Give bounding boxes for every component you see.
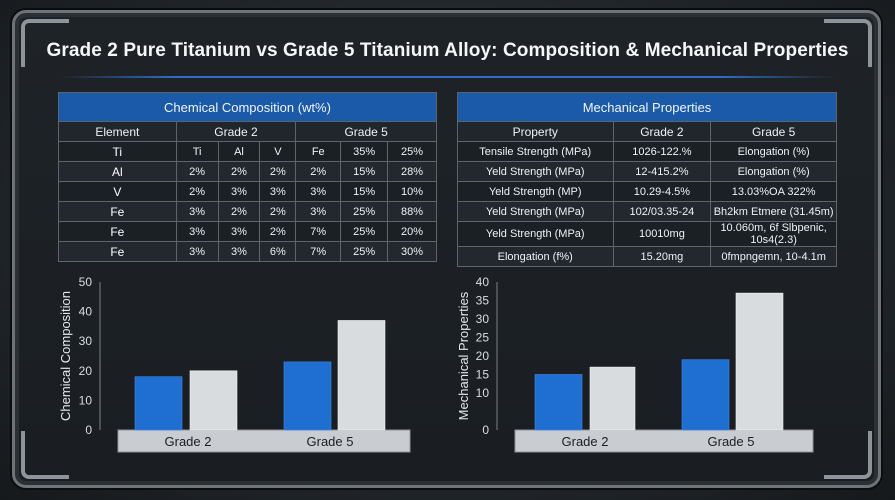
- row-header: Yeld Strength (MP): [457, 181, 614, 202]
- y-axis-label: Chemical Composition: [58, 291, 73, 421]
- column-header: Grade 5: [710, 121, 837, 142]
- frame-corner: [824, 19, 872, 67]
- frame-corner: [824, 431, 872, 479]
- composition-table-title: Chemical Composition (wt%): [58, 92, 437, 122]
- table-cell: 3%: [217, 241, 261, 262]
- title-divider: [60, 76, 835, 78]
- table-cell: 6%: [259, 241, 297, 262]
- x-axis-band: [514, 429, 814, 453]
- table-cell: 30%: [387, 241, 437, 262]
- table-row: Tensile Strength (MPa) 1026-122.% Elongati…: [457, 141, 837, 162]
- frame-corner: [21, 431, 69, 479]
- y-tick-label: 25: [476, 331, 490, 345]
- table-cell: 25%: [340, 221, 389, 242]
- y-tick-label: 40: [79, 305, 93, 319]
- x-tick-label: Grade 2: [562, 434, 609, 449]
- row-header: Fe: [58, 221, 177, 242]
- table-cell: 7%: [295, 241, 342, 262]
- table-cell: V: [259, 141, 297, 162]
- y-tick-label: 35: [476, 294, 490, 308]
- table-cell: 12-415.2%: [612, 161, 712, 182]
- table-cell: 3%: [217, 221, 261, 242]
- x-axis-band: [117, 429, 411, 453]
- page-title: Grade 2 Pure Titanium vs Grade 5 Titaniu…: [46, 40, 849, 61]
- x-tick-label: Grade 5: [307, 434, 354, 449]
- row-header: Yeld Strength (MPa): [457, 201, 614, 222]
- row-header: V: [58, 181, 177, 202]
- y-tick-label: 10: [79, 393, 93, 407]
- y-tick-label: 30: [476, 312, 490, 326]
- column-header: Element: [58, 121, 177, 142]
- table-cell: Elongation (%): [710, 141, 837, 162]
- row-header: Al: [58, 161, 177, 182]
- y-tick-label: 10: [476, 386, 490, 400]
- table-cell: 0fmpngemn, 10-4.1m: [710, 246, 837, 267]
- row-header: Yeld Strength (MPa): [457, 161, 614, 182]
- y-tick-label: 0: [482, 423, 489, 437]
- row-header: Elongation (f%): [457, 246, 614, 267]
- composition-table: Chemical Composition (wt%) Element Grade…: [58, 92, 437, 262]
- table-cell: 35%: [340, 141, 389, 162]
- x-tick-label: Grade 5: [708, 434, 755, 449]
- column-header: Property: [457, 121, 614, 142]
- y-tick-label: 40: [476, 275, 490, 289]
- x-tick-label: Grade 2: [165, 434, 212, 449]
- row-header: Fe: [58, 241, 177, 262]
- table-cell: 2%: [295, 161, 342, 182]
- bar: [134, 376, 183, 431]
- table-row: Yeld Strength (MP) 10.29-4.5% 13.03%OA 322…: [457, 181, 837, 202]
- column-header: Grade 2: [175, 121, 297, 142]
- table-cell: 3%: [175, 241, 219, 262]
- table-cell: 2%: [259, 201, 297, 222]
- y-axis-label: Mechanical Properties: [456, 291, 471, 420]
- table-cell: 3%: [259, 181, 297, 202]
- y-tick-label: 20: [79, 364, 93, 378]
- bar: [534, 374, 583, 431]
- table-cell: 2%: [217, 201, 261, 222]
- bar: [189, 370, 238, 431]
- table-cell: 3%: [295, 181, 342, 202]
- bar: [337, 320, 386, 431]
- table-row: Fe 3% 2% 2% 3% 25% 88%: [58, 201, 437, 222]
- table-row: Fe 3% 3% 6% 7% 25% 30%: [58, 241, 437, 262]
- bar: [681, 359, 730, 431]
- y-tick-label: 20: [476, 349, 490, 363]
- table-cell: 13.03%OA 322%: [710, 181, 837, 202]
- column-header: Grade 5: [295, 121, 437, 142]
- table-row: Yeld Strength (MPa) 12-415.2% Elongation (…: [457, 161, 837, 182]
- table-cell: 15.20mg: [612, 246, 712, 267]
- table-cell: 28%: [387, 161, 437, 182]
- table-cell: 102/03.35-24: [612, 201, 712, 222]
- row-header: Ti: [58, 141, 177, 162]
- table-row: Fe 3% 3% 2% 7% 25% 20%: [58, 221, 437, 242]
- table-row: Elongation (f%) 15.20mg 0fmpngemn, 10-4.1m: [457, 246, 837, 267]
- bar: [589, 366, 636, 431]
- table-cell: 2%: [217, 161, 261, 182]
- table-cell: 10010mg: [612, 221, 712, 247]
- y-tick-label: 30: [79, 334, 93, 348]
- frame-corner: [21, 19, 69, 67]
- mechanical-table-title: Mechanical Properties: [457, 92, 837, 122]
- bar: [735, 292, 784, 431]
- table-row: V 2% 3% 3% 3% 15% 10%: [58, 181, 437, 202]
- table-cell: 25%: [340, 241, 389, 262]
- y-tick-label: 50: [79, 275, 93, 289]
- mechanical-table: Mechanical Properties Property Grade 2 G…: [457, 92, 837, 267]
- table-row: Ti Ti Al V Fe 35% 25%: [58, 141, 437, 162]
- table-cell: 2%: [175, 181, 219, 202]
- y-tick-label: 15: [476, 368, 490, 382]
- table-cell: Elongation (%): [710, 161, 837, 182]
- table-cell: 15%: [340, 181, 389, 202]
- y-tick-label: 0: [85, 423, 92, 437]
- table-cell: 10.060m, 6f Slbpenic, 10s4(2.3): [710, 221, 837, 247]
- bar: [283, 361, 332, 431]
- table-cell: Ti: [175, 141, 219, 162]
